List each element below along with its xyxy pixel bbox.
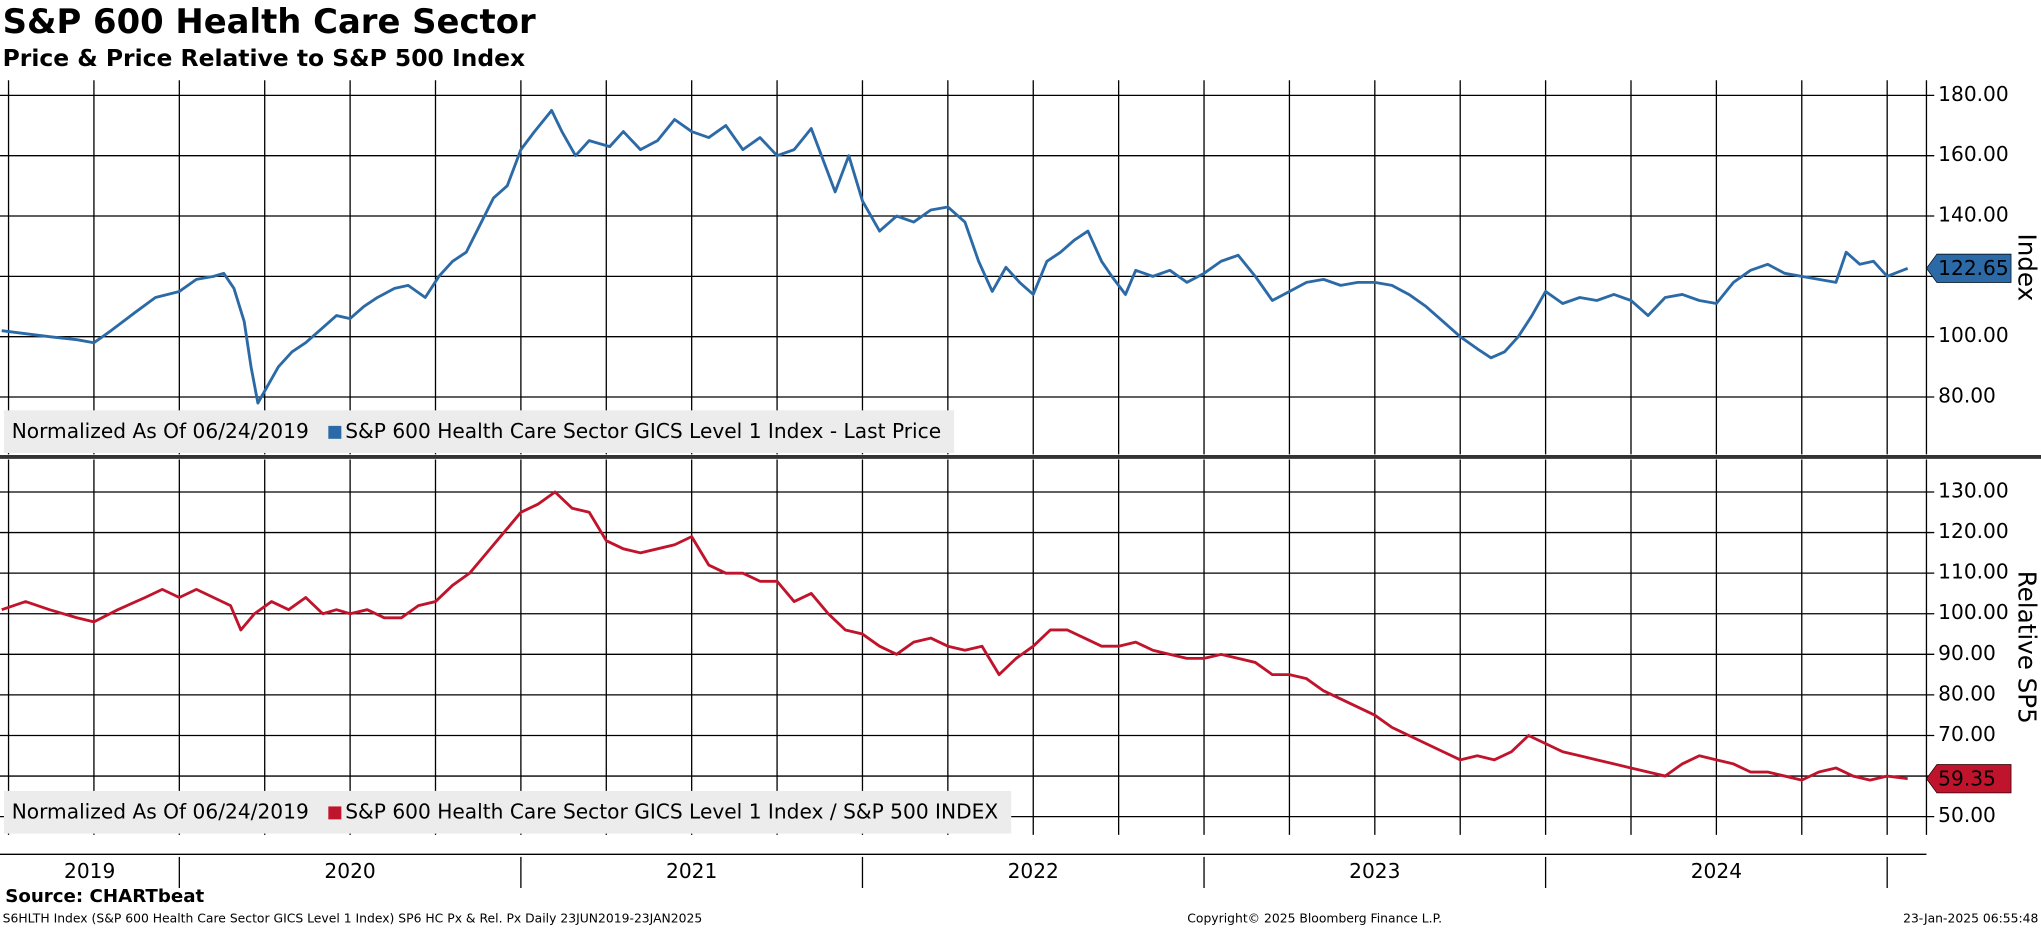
legend-label: S&P 600 Health Care Sector GICS Level 1 …: [345, 799, 998, 823]
y-tick-label: 180.00: [1938, 82, 2009, 106]
last-value-label: 122.65: [1938, 256, 2009, 280]
legend: Normalized As Of 06/24/2019 S&P 600 Healt…: [3, 790, 1012, 834]
footer-left: S6HLTH Index (S&P 600 Health Care Sector…: [3, 912, 703, 926]
last-value-tag: [1926, 253, 2012, 283]
x-tick-label: 2024: [1691, 859, 1742, 883]
x-tick-label: 2023: [1349, 859, 1400, 883]
y-tick-label: 120.00: [1938, 519, 2009, 543]
x-tick-label: 2020: [324, 859, 375, 883]
legend-swatch: [328, 806, 342, 820]
legend-background: [3, 790, 1012, 834]
y-tick-label: 160.00: [1938, 142, 2009, 166]
last-value-label: 59.35: [1938, 767, 1996, 791]
x-tick-label: 2021: [666, 859, 717, 883]
y-tick-label: 50.00: [1938, 803, 1996, 827]
x-tick-label: 2019: [64, 859, 115, 883]
legend: Normalized As Of 06/24/2019 S&P 600 Healt…: [3, 410, 955, 454]
legend-note: Normalized As Of 06/24/2019: [12, 419, 309, 443]
y-tick-label: 100.00: [1938, 600, 2009, 624]
y-tick-label: 90.00: [1938, 641, 1996, 665]
data-line: [1, 490, 1908, 782]
legend-swatch: [328, 425, 342, 439]
y-tick-label: 80.00: [1938, 384, 1996, 408]
last-value-tag: [1926, 764, 2012, 794]
chart-title: S&P 600 Health Care Sector: [3, 2, 536, 41]
data-line: [1, 109, 1909, 405]
y-tick-label: 130.00: [1938, 479, 2009, 503]
y-tick-label: 110.00: [1938, 560, 2009, 584]
y-tick-label: 140.00: [1938, 203, 2009, 227]
legend-background: [3, 410, 955, 454]
y-tick-label: 80.00: [1938, 681, 1996, 705]
y-axis-title: Relative SP5: [2012, 571, 2041, 724]
source: Source: CHARTbeat: [5, 886, 204, 907]
y-tick-label: 100.00: [1938, 323, 2009, 347]
chart-subtitle: Price & Price Relative to S&P 500 Index: [3, 44, 526, 72]
footer-right: 23-Jan-2025 06:55:48: [1903, 912, 2038, 926]
footer-center: Copyright© 2025 Bloomberg Finance L.P.: [1187, 912, 1442, 926]
y-tick-label: 70.00: [1938, 722, 1996, 746]
y-axis-title: Index: [2012, 233, 2041, 301]
x-tick-label: 2022: [1008, 859, 1059, 883]
legend-label: S&P 600 Health Care Sector GICS Level 1 …: [345, 419, 941, 443]
legend-note: Normalized As Of 06/24/2019: [12, 799, 309, 823]
